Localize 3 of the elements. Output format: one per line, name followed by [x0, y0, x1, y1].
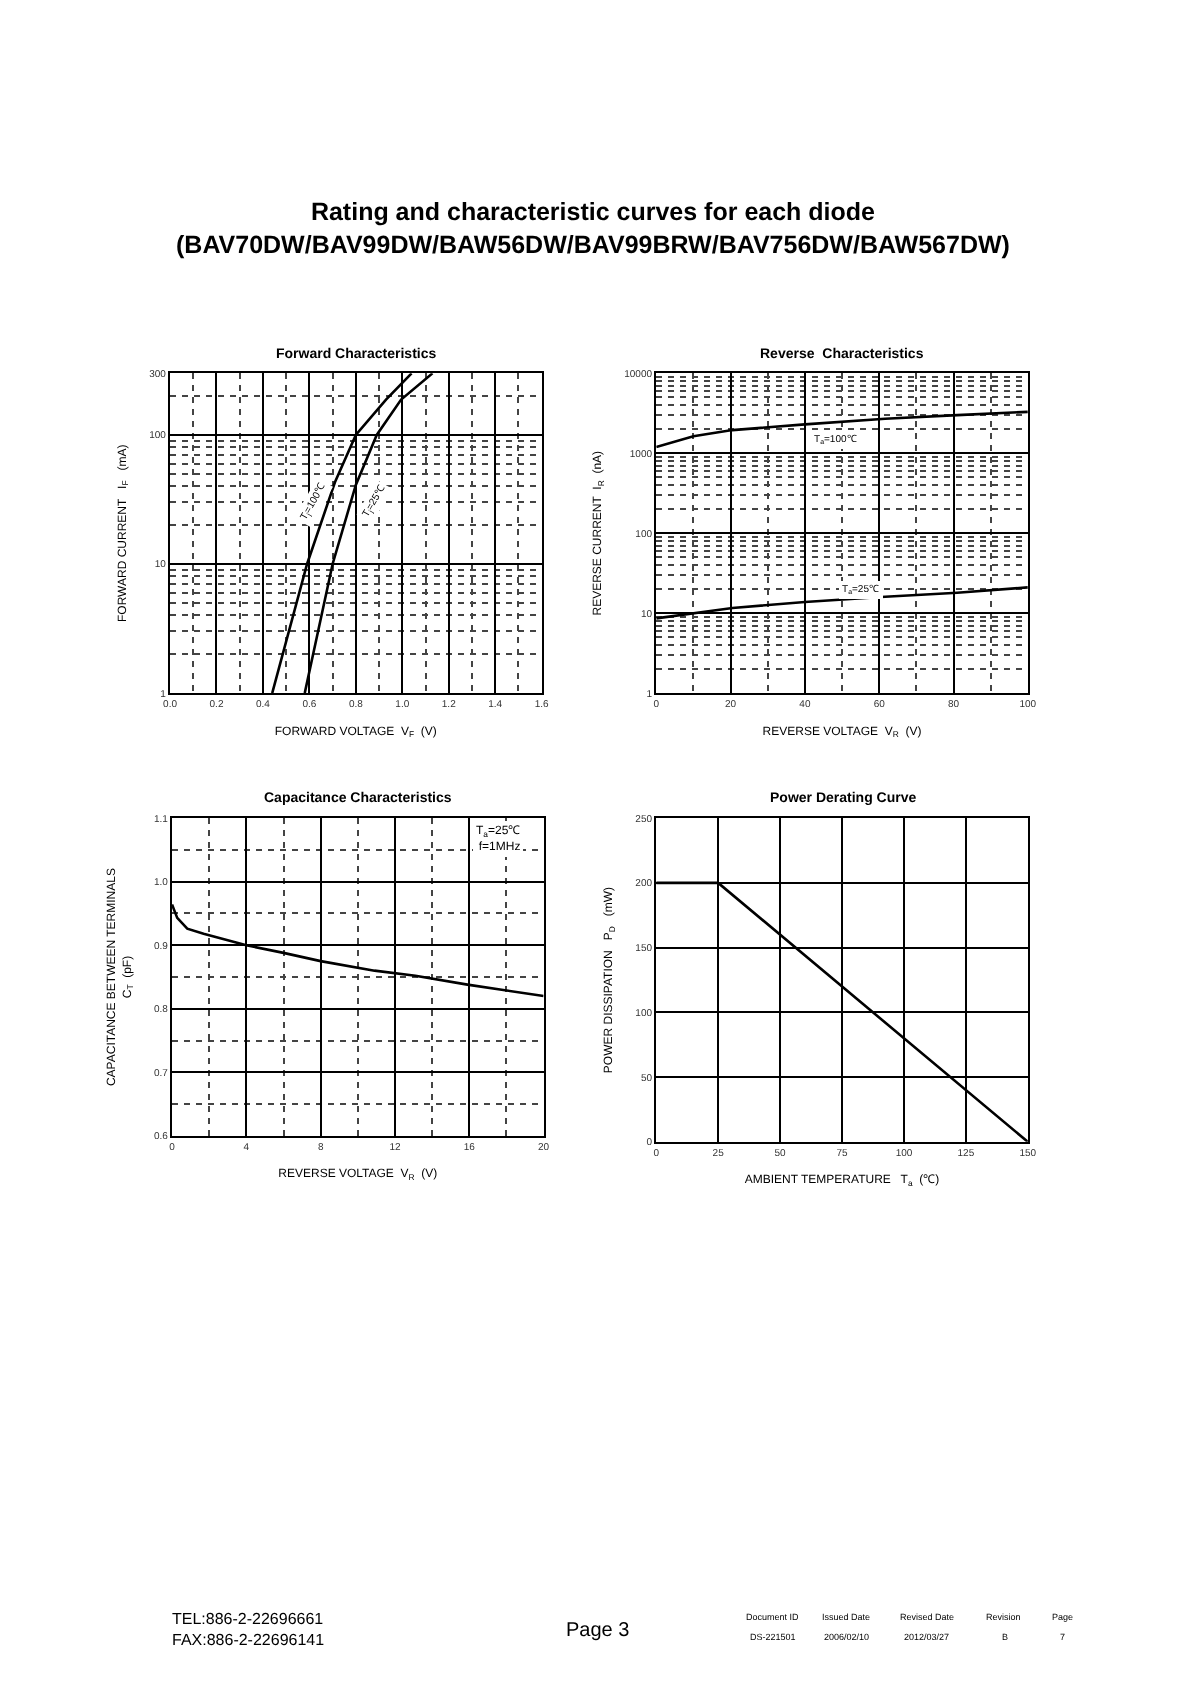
text: TEL:886-2-22696661 FAX:886-2-22696141 [172, 1610, 326, 1649]
text: Rating and characteristic curves for each diode (BAV70DW/BAV99DW/BAW56DW/BAV99BRW/BAV756DW/BAW567DW) [176, 198, 1010, 259]
text: Page 3 [566, 1620, 631, 1642]
